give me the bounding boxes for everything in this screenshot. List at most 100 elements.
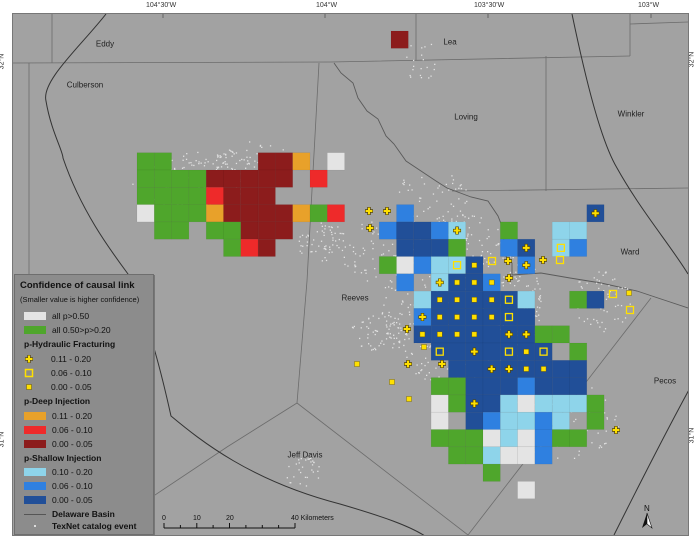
- county-label-ward: Ward: [620, 247, 640, 257]
- plus-icon: [366, 224, 374, 232]
- legend-label: 0.06 - 0.10: [51, 368, 92, 378]
- texnet-event-dot: [325, 259, 328, 262]
- legend-label: 0.11 - 0.20: [52, 411, 93, 421]
- texnet-event-dot: [216, 159, 218, 162]
- texnet-event-dot: [410, 76, 412, 78]
- texnet-event-dot: [332, 244, 334, 246]
- texnet-event-dot: [538, 314, 540, 316]
- filled-square-icon: [354, 361, 360, 367]
- legend-item-hf-mid: 0.06 - 0.10: [24, 368, 92, 378]
- texnet-event-dot: [430, 379, 432, 381]
- filled-square-icon: [454, 331, 460, 338]
- filled-square-icon: [626, 290, 632, 296]
- texnet-event-dot: [460, 188, 463, 190]
- texnet-event-dot: [230, 150, 232, 152]
- texnet-event-dot: [323, 234, 325, 236]
- cell-all-p-020-050: [448, 429, 466, 448]
- texnet-event-dot: [468, 227, 470, 229]
- texnet-event-dot: [578, 450, 580, 452]
- texnet-event-dot: [406, 356, 408, 358]
- texnet-event-dot: [323, 248, 325, 250]
- texnet-event-dot: [598, 271, 600, 273]
- texnet-event-dot: [624, 317, 627, 319]
- texnet-event-dot: [372, 248, 374, 250]
- texnet-event-dot: [359, 337, 361, 340]
- texnet-event-dot: [321, 260, 323, 262]
- cell-shallow-006-010: [569, 238, 588, 257]
- texnet-event-dot: [473, 215, 475, 217]
- cell-shallow-006-010: [517, 377, 536, 396]
- texnet-event-dot: [398, 191, 401, 193]
- cell-all-p-020-050: [223, 238, 242, 257]
- texnet-event-dot: [315, 250, 317, 253]
- cell-shallow-000-005: [551, 360, 570, 378]
- legend-item-deep-high: 0.11 - 0.20: [24, 411, 92, 421]
- legend-item-hf-low: 0.00 - 0.05: [24, 382, 92, 392]
- texnet-event-dot: [219, 156, 221, 159]
- texnet-event-dot: [578, 317, 580, 319]
- texnet-event-dot: [598, 280, 600, 282]
- texnet-event-dot: [224, 163, 227, 165]
- texnet-event-dot: [443, 219, 445, 221]
- texnet-event-dot: [606, 417, 608, 419]
- cell-all-p-020-050: [465, 446, 484, 465]
- texnet-event-dot: [384, 287, 387, 289]
- texnet-event-dot: [370, 240, 373, 242]
- cell-all-p-gt-050: [430, 411, 449, 430]
- open-square-icon: [608, 289, 618, 299]
- texnet-event-dot: [515, 278, 517, 280]
- county-label-lea: Lea: [443, 37, 457, 47]
- map-canvas[interactable]: Eddy Lea Culberson Loving Winkler Ward R…: [12, 13, 689, 536]
- texnet-event-dot: [306, 245, 308, 247]
- texnet-event-dot: [174, 168, 176, 171]
- texnet-event-dot: [391, 243, 394, 245]
- cell-shallow-000-005: [586, 290, 605, 309]
- texnet-event-dot: [370, 345, 372, 347]
- texnet-event-dot: [392, 347, 394, 349]
- texnet-event-dot: [436, 200, 438, 202]
- texnet-event-dot: [435, 367, 437, 369]
- texnet-event-dot: [311, 243, 313, 246]
- texnet-event-dot: [368, 343, 370, 345]
- cell-shallow-000-005: [396, 221, 415, 240]
- cell-shallow-000-005: [551, 377, 570, 396]
- texnet-event-dot: [389, 280, 392, 282]
- cell-shallow-010-020: [551, 238, 570, 257]
- texnet-event-dot: [398, 346, 400, 349]
- texnet-event-dot: [398, 341, 400, 343]
- texnet-event-dot: [183, 155, 185, 157]
- texnet-event-dot: [490, 253, 492, 255]
- texnet-event-dot: [372, 233, 374, 235]
- texnet-event-dot: [596, 282, 598, 284]
- texnet-event-dot: [305, 236, 308, 238]
- texnet-event-dot: [502, 257, 504, 259]
- texnet-event-dot: [428, 77, 430, 79]
- texnet-event-dot: [372, 315, 374, 317]
- county-label-jeff-davis: Jeff Davis: [287, 450, 323, 460]
- cell-all-p-020-050: [569, 290, 588, 309]
- texnet-event-dot: [222, 162, 224, 164]
- texnet-event-dot: [282, 149, 284, 151]
- cell-all-p-gt-050: [136, 204, 155, 223]
- cell-all-p-020-050: [188, 187, 207, 205]
- texnet-event-dot: [465, 238, 467, 240]
- cell-all-p-020-050: [586, 394, 605, 413]
- cell-deep-000-005: [275, 221, 293, 240]
- texnet-event-dot: [395, 255, 397, 257]
- texnet-event-dot: [519, 276, 521, 278]
- texnet-event-dot: [381, 340, 383, 342]
- texnet-event-dot: [536, 310, 538, 313]
- filled-square-icon: [471, 279, 478, 286]
- cell-all-p-020-050: [551, 325, 570, 344]
- cell-shallow-000-005: [448, 342, 466, 361]
- texnet-event-dot: [514, 276, 516, 278]
- longitude-label: 104°W: [316, 2, 338, 9]
- texnet-event-dot: [388, 328, 390, 330]
- texnet-event-dot: [269, 145, 272, 147]
- texnet-event-dot: [306, 241, 309, 243]
- texnet-event-dot: [512, 257, 514, 259]
- texnet-event-dot: [419, 197, 421, 199]
- texnet-event-dot: [351, 326, 354, 328]
- texnet-event-dot: [591, 442, 593, 444]
- texnet-event-dot: [329, 248, 331, 251]
